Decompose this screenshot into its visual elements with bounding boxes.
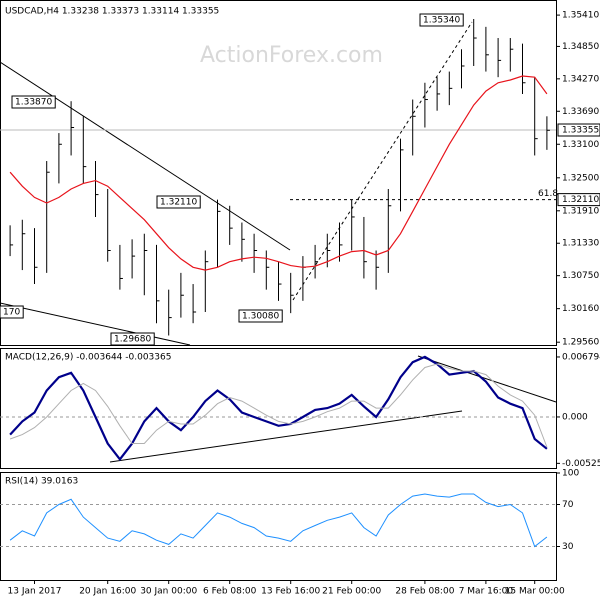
x-tick-label: 13 Feb 16:00 (261, 587, 320, 597)
annotation-box (238, 309, 283, 323)
level-box (557, 193, 600, 207)
price-panel (0, 0, 557, 346)
annotation-box (110, 332, 155, 346)
price-title: USDCAD,H4 1.33238 1.33373 1.33114 1.3335… (5, 7, 219, 17)
y-tick-label: 1.30750 (562, 271, 599, 281)
x-tick-label: 20 Jan 16:00 (79, 587, 136, 597)
x-tick-label: 13 Jan 2017 (8, 587, 62, 597)
series-line (9, 493, 548, 548)
x-tick-label: 7 Mar 16:00 (459, 587, 514, 597)
y-tick-label: 1.29560 (562, 338, 599, 348)
macd-panel (0, 348, 557, 469)
rsi-panel (0, 472, 557, 581)
x-tick-label: 28 Feb 08:00 (395, 587, 454, 597)
y-tick-label: 70 (562, 500, 574, 510)
x-tick-label: 21 Feb 00:00 (322, 587, 381, 597)
series-line (9, 363, 548, 448)
annotation-box (0, 305, 24, 319)
series-line (9, 75, 548, 271)
annotation: 1.29680 (114, 335, 151, 345)
x-tick-label: 30 Jan 00:00 (140, 587, 197, 597)
y-tick-label: 30 (562, 542, 574, 552)
y-tick-label: 1.31330 (562, 239, 599, 249)
annotation: 1.33870 (15, 98, 52, 108)
y-tick-label: 1.31910 (562, 206, 599, 216)
last-price-box (557, 123, 600, 137)
annotation-box (156, 195, 201, 209)
y-tick-label: 1.32500 (562, 173, 599, 183)
trend-line (0, 302, 191, 346)
annotation: 1.30080 (242, 312, 279, 322)
y-tick-label: -0.005254 (562, 459, 600, 469)
y-tick-label: 1.33100 (562, 140, 599, 150)
fib-label: 61.8 (538, 189, 558, 199)
annotation: 170 (3, 308, 20, 318)
y-tick-label: 1.33690 (562, 107, 599, 117)
y-tick-label: 1.34270 (562, 74, 599, 84)
watermark: ActionForex.com (200, 43, 383, 68)
y-tick-label: 0.000 (562, 412, 588, 422)
trend-line (0, 61, 291, 251)
y-tick-label: 1.34850 (562, 42, 599, 52)
annotation: 1.35340 (423, 16, 460, 26)
y-tick-label: 1.30160 (562, 304, 599, 314)
trend-line (109, 410, 463, 463)
x-tick-label: 6 Feb 08:00 (203, 587, 257, 597)
level-label: 1.32110 (562, 195, 599, 205)
series-line (9, 355, 548, 462)
macd-title: MACD(12,26,9) -0.003644 -0.003365 (5, 353, 171, 363)
rsi-title: RSI(14) 39.0163 (5, 477, 78, 487)
y-tick-label: 1.35410 (562, 11, 599, 21)
last-price-label: 1.33355 (562, 126, 599, 136)
annotation-box (11, 95, 56, 109)
trend-line (292, 21, 473, 301)
annotation: 1.32110 (160, 198, 197, 208)
trend-line (417, 355, 557, 403)
y-tick-label: 0.006794 (562, 352, 600, 362)
annotation-box (419, 13, 464, 27)
y-tick-label: 100 (562, 469, 579, 479)
x-tick-label: 15 Mar 00:00 (505, 587, 565, 597)
